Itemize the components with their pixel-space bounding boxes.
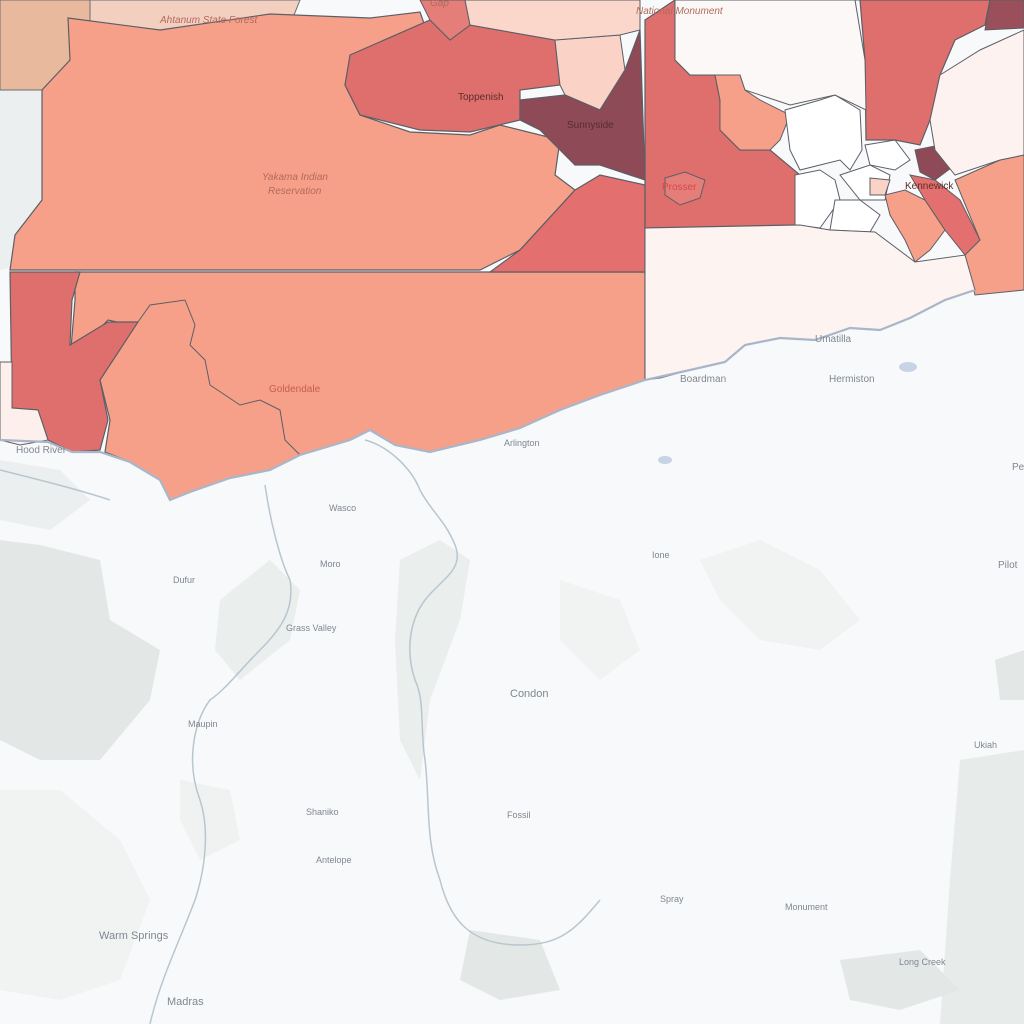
label-ahtanum: Ahtanum State Forest — [159, 15, 258, 26]
label-national-monument: National Monument — [636, 6, 724, 17]
label-goldendale: Goldendale — [269, 384, 321, 395]
label-wasco: Wasco — [329, 503, 356, 513]
label-kennewick: Kennewick — [905, 181, 954, 192]
label-pilot: Pilot — [998, 560, 1018, 571]
ne-strip[interactable] — [984, 0, 1024, 31]
label-prosser: Prosser — [662, 182, 697, 193]
columbia-river — [0, 288, 976, 502]
north-pocket[interactable] — [464, 0, 641, 41]
label-grass-valley: Grass Valley — [286, 623, 337, 633]
label-hood-river: Hood River — [16, 445, 67, 456]
label-condon: Condon — [510, 688, 549, 700]
label-arlington: Arlington — [504, 438, 540, 448]
east-pale[interactable] — [929, 29, 1024, 176]
lake — [899, 362, 917, 372]
label-warm-springs: Warm Springs — [99, 930, 169, 942]
sunnyside-region[interactable] — [519, 29, 646, 181]
label-sunnyside: Sunnyside — [567, 120, 614, 131]
label-monument: Monument — [785, 902, 828, 912]
label-gap: Gap — [430, 0, 449, 9]
river-layer — [0, 439, 601, 1024]
lake — [658, 456, 672, 464]
label-yakama-1: Yakama Indian — [262, 172, 328, 183]
kennewick-tract-4[interactable] — [869, 177, 891, 196]
label-yakama-2: Reservation — [268, 186, 322, 197]
label-maupin: Maupin — [188, 719, 218, 729]
label-dufur: Dufur — [173, 575, 195, 585]
tract-boundary — [137, 299, 301, 456]
label-moro: Moro — [320, 559, 341, 569]
label-umatilla: Umatilla — [815, 334, 852, 345]
label-ukiah: Ukiah — [974, 740, 997, 750]
label-antelope: Antelope — [316, 855, 352, 865]
label-fossil: Fossil — [507, 810, 531, 820]
label-shaniko: Shaniko — [306, 807, 339, 817]
place-labels: Ahtanum State Forest Gap National Monume… — [16, 0, 1024, 1008]
richland-tracts[interactable] — [784, 94, 911, 233]
label-spray: Spray — [660, 894, 684, 904]
pale-north[interactable] — [674, 0, 867, 111]
label-toppenish: Toppenish — [458, 92, 504, 103]
prosser-pocket[interactable] — [664, 171, 706, 206]
label-madras: Madras — [167, 996, 204, 1008]
label-boardman: Boardman — [680, 374, 726, 385]
gap-pocket[interactable] — [419, 0, 471, 41]
label-pe: Pe — [1012, 462, 1024, 473]
label-long-creek: Long Creek — [899, 957, 946, 967]
label-ione: Ione — [652, 550, 670, 560]
label-hermiston: Hermiston — [829, 374, 875, 385]
